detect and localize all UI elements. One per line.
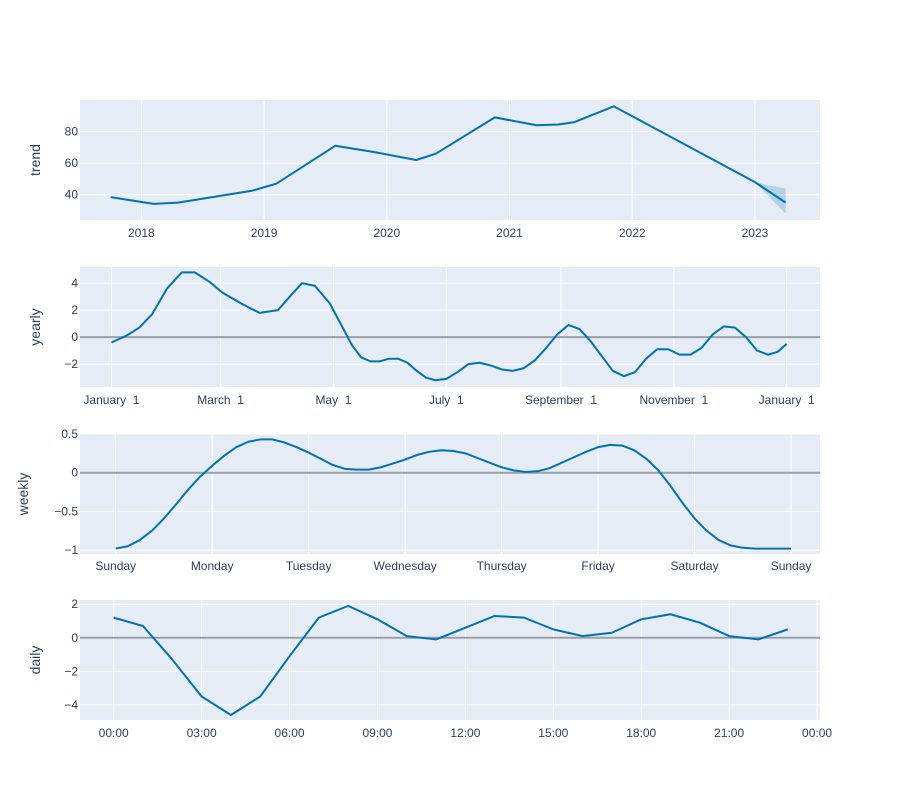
trend-plot-background [80, 100, 820, 220]
daily-x-tick-label: 18:00 [626, 726, 656, 740]
yearly-subplot: January 1 March 1 May 1 July 1 September 1 No… [27, 267, 820, 407]
weekly-series-line [115, 438, 792, 550]
yearly-y-axis-title: yearly [27, 308, 43, 345]
trend-x-tick-label: 2018 [128, 226, 155, 240]
daily-x-tick-label: 00:00 [99, 726, 129, 740]
daily-x-tick-label: 06:00 [275, 726, 305, 740]
yearly-x-tick-label: January 1 [83, 393, 139, 407]
daily-x-tick-label: 00:00 [802, 726, 832, 740]
weekly-y-tick-label: −1 [64, 543, 78, 557]
daily-x-tick-label: 03:00 [187, 726, 217, 740]
yearly-y-tick-label: 0 [71, 330, 78, 344]
weekly-y-tick-label: 0.5 [61, 427, 78, 441]
daily-series-line [113, 604, 789, 716]
yearly-y-tick-label: −2 [64, 357, 78, 371]
weekly-x-tick-label: Tuesday [286, 559, 332, 573]
trend-x-tick-label: 2021 [496, 226, 523, 240]
daily-y-tick-label: 2 [71, 597, 78, 611]
trend-y-tick-label: 60 [65, 156, 79, 170]
weekly-y-axis-title: weekly [15, 473, 31, 517]
daily-y-tick-label: 0 [71, 631, 78, 645]
weekly-x-tick-label: Sunday [771, 559, 812, 573]
weekly-x-tick-label: Friday [581, 559, 614, 573]
weekly-x-tick-label: Monday [191, 559, 234, 573]
yearly-x-tick-label: March 1 [197, 393, 244, 407]
yearly-y-tick-label: 4 [71, 276, 78, 290]
weekly-y-tick-label: −0.5 [54, 504, 78, 518]
weekly-subplot: Sunday Monday Tuesday Wednesday Thursday Frid… [15, 427, 820, 573]
weekly-x-tick-label: Thursday [477, 559, 527, 573]
daily-y-tick-label: −2 [64, 664, 78, 678]
weekly-x-tick-label: Sunday [95, 559, 136, 573]
weekly-y-tick-label: 0 [71, 466, 78, 480]
weekly-x-tick-label: Saturday [671, 559, 719, 573]
daily-subplot: 00:00 03:00 06:00 09:00 12:00 15:00 18:00 21:00… [27, 597, 832, 740]
daily-x-tick-label: 09:00 [362, 726, 392, 740]
daily-y-tick-label: −4 [64, 698, 78, 712]
yearly-plot-background [80, 267, 820, 387]
daily-plot-background [80, 600, 820, 720]
trend-uncertainty-band [754, 181, 786, 214]
yearly-x-tick-label: May 1 [315, 393, 351, 407]
yearly-x-tick-label: January 1 [759, 393, 815, 407]
trend-x-tick-label: 2020 [373, 226, 400, 240]
trend-subplot: 2018 2019 2020 2021 2022 2023 40 60 80 trend [27, 100, 820, 240]
yearly-series-line [111, 271, 788, 382]
yearly-y-tick-label: 2 [71, 303, 78, 317]
trend-x-tick-label: 2023 [742, 226, 769, 240]
yearly-x-tick-label: July 1 [429, 393, 464, 407]
trend-y-tick-label: 40 [65, 188, 79, 202]
trend-y-axis-title: trend [27, 144, 43, 176]
daily-x-tick-label: 12:00 [450, 726, 480, 740]
weekly-plot-background [80, 434, 820, 554]
daily-x-tick-label: 21:00 [714, 726, 744, 740]
daily-y-axis-title: daily [27, 646, 43, 675]
trend-x-tick-label: 2019 [251, 226, 278, 240]
weekly-x-tick-label: Wednesday [374, 559, 437, 573]
yearly-x-tick-label: November 1 [639, 393, 708, 407]
yearly-x-tick-label: September 1 [525, 393, 597, 407]
trend-series-line [110, 105, 787, 205]
trend-x-tick-label: 2022 [619, 226, 646, 240]
daily-x-tick-label: 15:00 [538, 726, 568, 740]
trend-y-tick-label: 80 [65, 125, 79, 139]
